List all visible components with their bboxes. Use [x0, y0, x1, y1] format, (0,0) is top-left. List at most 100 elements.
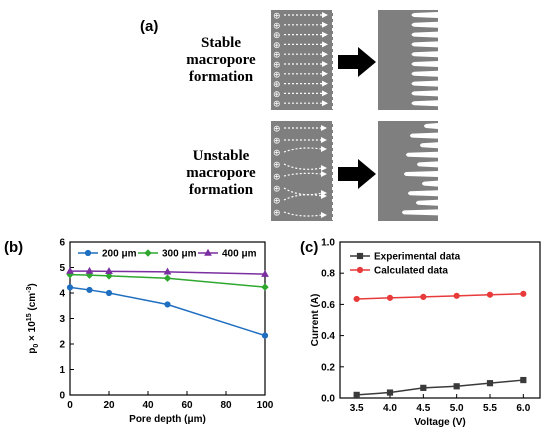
stable-label-line-2: macropore — [186, 52, 256, 68]
legend-marker — [356, 252, 364, 260]
svg-text:⊕: ⊕ — [273, 31, 281, 41]
series-line — [356, 379, 524, 396]
data-point — [353, 391, 360, 398]
legend-marker — [144, 249, 152, 257]
data-point — [66, 284, 74, 291]
stable-pore — [411, 31, 438, 38]
data-point — [386, 389, 394, 396]
y-tick-label: 0.2 — [321, 362, 335, 373]
data-point — [164, 301, 171, 308]
y-tick-label: 1 — [59, 365, 65, 376]
y-tick-label: 1.0 — [321, 238, 335, 249]
y-axis-label-sup2: -3 — [26, 287, 33, 293]
stable-result — [378, 10, 438, 110]
data-point — [486, 291, 494, 298]
svg-text:⊕: ⊕ — [273, 185, 281, 195]
y-tick-label: 0.8 — [321, 269, 335, 280]
stable-pore — [411, 70, 438, 77]
unstable-pore — [410, 132, 438, 139]
legend-label: 300 μm — [162, 249, 197, 260]
unstable-hole-path: ⊕ — [273, 137, 327, 147]
stable-label-line-1: Stable — [201, 35, 241, 51]
panel-b-label: (b) — [4, 239, 23, 256]
stable-pore — [411, 12, 438, 18]
unstable-pore — [420, 142, 438, 149]
svg-text:⊕: ⊕ — [273, 51, 281, 61]
series-calculated-data — [353, 290, 527, 303]
stable-hole-path: ⊕ — [273, 41, 328, 51]
data-point — [420, 384, 427, 391]
plot-frame — [339, 241, 541, 399]
y-tick-label: 0.4 — [321, 331, 335, 342]
legend-entry: 400 μm — [198, 249, 257, 260]
svg-text:⊕: ⊕ — [273, 197, 281, 207]
y-axis-label-sup1: 15 — [26, 313, 33, 321]
y-axis-label-unit_close: ) — [27, 283, 38, 286]
series-line — [356, 293, 524, 300]
y-axis-label: Current (A) — [310, 294, 321, 347]
svg-text:⊕: ⊕ — [273, 161, 281, 171]
svg-text:⊕: ⊕ — [273, 149, 281, 159]
y-tick-label: 6 — [59, 238, 65, 249]
y-tick-label: 4 — [59, 289, 65, 300]
unstable-pore — [406, 151, 438, 158]
data-point — [520, 290, 527, 297]
unstable-hole-path: ⊕ — [273, 125, 327, 135]
stable-pore — [411, 41, 438, 48]
stable-pore — [411, 51, 438, 58]
series-line — [69, 286, 266, 337]
svg-text:⊕: ⊕ — [273, 100, 281, 110]
x-tick-label: 4.0 — [383, 403, 397, 414]
stable-arrow — [338, 47, 376, 77]
data-point — [261, 283, 269, 291]
x-tick-label: 40 — [142, 400, 154, 411]
svg-text:⊕: ⊕ — [273, 41, 281, 51]
data-point — [163, 274, 172, 282]
series-200-m — [66, 284, 269, 339]
legend-label: Calculated data — [374, 266, 448, 277]
unstable-label: Unstable macropore formation — [186, 148, 256, 198]
svg-text:⊕: ⊕ — [273, 61, 281, 71]
y-tick-label: 0.0 — [321, 394, 335, 405]
data-point — [105, 272, 113, 280]
stable-hole-path: ⊕ — [273, 61, 328, 71]
svg-text:⊕: ⊕ — [273, 21, 281, 31]
y-tick-label: 0 — [59, 391, 65, 402]
stable-hole-path: ⊕ — [273, 12, 328, 22]
unstable-pore — [417, 161, 438, 168]
stable-pore — [411, 21, 438, 28]
legend-label: 200 μm — [102, 249, 137, 260]
x-tick-label: 20 — [103, 400, 115, 411]
x-tick-label: 100 — [257, 400, 274, 411]
stable-hole-path: ⊕ — [273, 51, 328, 61]
stable-pore — [411, 90, 438, 97]
stable-pore — [411, 100, 438, 107]
svg-text:⊕: ⊕ — [273, 173, 281, 183]
x-tick-label: 6.0 — [516, 403, 530, 414]
legend-entry: 300 μm — [138, 249, 197, 260]
legend-marker — [84, 249, 92, 257]
x-axis-label: Pore depth (μm) — [129, 414, 206, 425]
legend-entry: Calculated data — [350, 266, 448, 277]
unstable-pore — [422, 180, 438, 187]
stable-label: Stable macropore formation — [186, 35, 256, 85]
unstable-pore — [408, 190, 438, 197]
x-tick-label: 0 — [67, 400, 73, 411]
x-tick-label: 5.5 — [483, 403, 497, 414]
data-point — [353, 295, 360, 303]
svg-text:⊕: ⊕ — [273, 80, 281, 90]
stable-hole-path: ⊕ — [273, 80, 328, 90]
svg-text:⊕: ⊕ — [273, 137, 281, 147]
legend-entry: Experimental data — [350, 252, 461, 263]
svg-text:⊕: ⊕ — [273, 12, 281, 22]
y-axis-label-unit_open: (cm — [27, 293, 38, 314]
panel-c-label: (c) — [300, 239, 318, 256]
unstable-arrow — [338, 159, 376, 189]
data-point — [486, 380, 494, 387]
data-point — [420, 293, 427, 301]
unstable-schematic: ⊕ ⊕ ⊕ ⊕ ⊕ ⊕ ⊕ ⊕ — [271, 121, 334, 221]
chart-b: 0 20 40 60 80 100 0 1 2 3 4 5 6 Pore depth (μm) 200 μm… — [26, 238, 274, 426]
x-axis-label: Voltage (V) — [414, 417, 465, 428]
stable-pore — [411, 61, 438, 67]
